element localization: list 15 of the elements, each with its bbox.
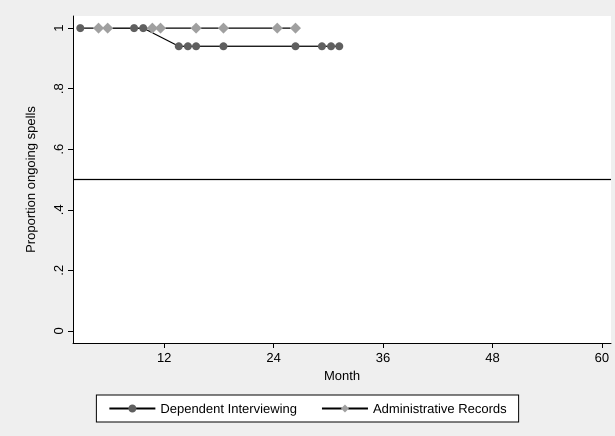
- x-tick-label: 60: [594, 350, 610, 365]
- x-tick-label: 48: [485, 350, 500, 365]
- y-tick-label: 0: [51, 327, 66, 335]
- y-tick-label: .2: [51, 264, 66, 276]
- y-axis-title: Proportion ongoing spells: [23, 106, 38, 253]
- legend-label: Dependent Interviewing: [160, 401, 297, 416]
- y-tick-label: .8: [51, 83, 66, 94]
- x-axis-title: Month: [324, 368, 360, 383]
- x-tick-label: 24: [266, 350, 281, 365]
- y-tick-label: .4: [51, 204, 66, 216]
- x-tick-label: 36: [376, 350, 390, 365]
- y-tick-label: 1: [51, 24, 66, 32]
- y-tick-label: .6: [51, 144, 66, 155]
- x-tick-label: 12: [156, 350, 172, 365]
- legend-label: Administrative Records: [372, 401, 508, 416]
